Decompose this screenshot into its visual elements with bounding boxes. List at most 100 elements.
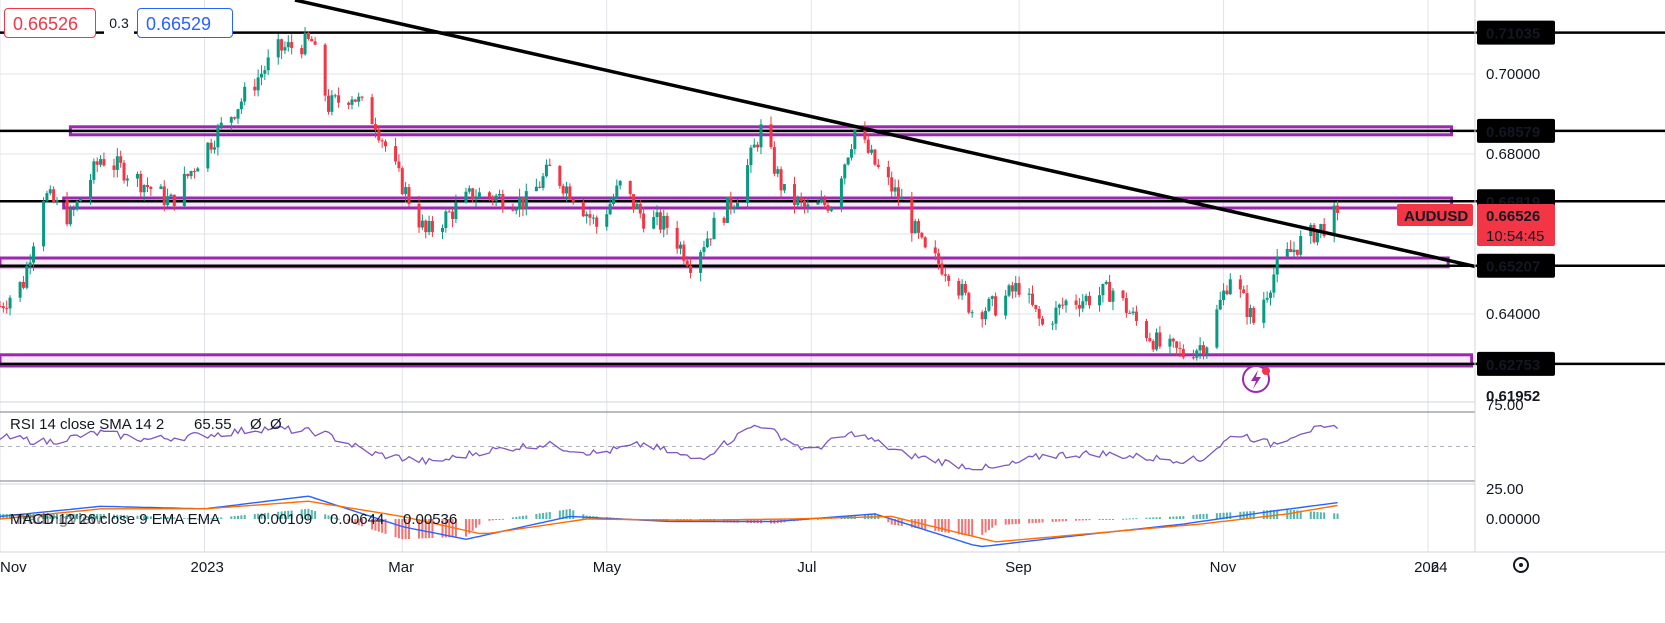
macd-pane: MACD 12 26 close 9 EMA EMA 0.00109 0.00644… xyxy=(0,495,1339,548)
candle-body xyxy=(1034,304,1038,309)
candle-body xyxy=(886,166,890,178)
candle-body xyxy=(159,186,163,189)
candle-body xyxy=(1332,205,1336,236)
macd-histogram-bar xyxy=(947,519,950,533)
decorations: TradingView xyxy=(14,365,1529,573)
candle-body xyxy=(1299,236,1303,255)
candle-body xyxy=(263,70,267,74)
macd-histogram-bar xyxy=(981,519,984,535)
candle-body xyxy=(725,196,729,223)
candle-body xyxy=(638,203,642,214)
macd-histogram-bar xyxy=(1132,518,1135,520)
candle-body xyxy=(1171,338,1175,342)
candle-body xyxy=(122,162,126,181)
macd-histogram-bar xyxy=(237,515,240,519)
lightning-alert-icon xyxy=(1242,365,1270,393)
candle-body xyxy=(162,186,166,206)
candle-body xyxy=(454,202,458,220)
candle-body xyxy=(300,48,304,55)
macd-histogram-bar xyxy=(1319,512,1322,519)
candle-body xyxy=(494,195,498,201)
candle-body xyxy=(980,312,984,320)
candle-body xyxy=(994,296,998,316)
macd-histogram-bar xyxy=(441,519,444,538)
candle-body xyxy=(1181,348,1185,358)
macd-histogram-bar xyxy=(991,519,994,528)
macd-histogram-bar xyxy=(287,510,290,519)
candle-body xyxy=(1289,248,1293,253)
macd-histogram-bar xyxy=(471,519,474,531)
macd-histogram-bar xyxy=(448,519,451,538)
candle-body xyxy=(541,176,545,188)
candle-body xyxy=(1031,293,1034,305)
candle-body xyxy=(709,238,713,240)
macd-histogram-bar xyxy=(1333,513,1336,519)
candle-body xyxy=(1134,311,1138,322)
candle-body xyxy=(1151,341,1155,350)
macd-histogram-bar xyxy=(206,518,209,520)
price-tag-countdown: 10:54:45 xyxy=(1486,228,1544,245)
candle-body xyxy=(115,156,119,170)
candle-body xyxy=(1124,298,1128,313)
candle-body xyxy=(642,213,646,229)
macd-histogram-bar xyxy=(1202,513,1205,519)
bid-price-box[interactable]: 0.66526 xyxy=(4,8,96,38)
macd-histogram-bar xyxy=(139,515,142,519)
macd-histogram-bar xyxy=(243,515,246,519)
symbol-name: AUDUSD xyxy=(1404,208,1468,225)
macd-histogram-bar xyxy=(545,512,548,519)
ask-price-box[interactable]: 0.66529 xyxy=(137,8,233,38)
candle-body xyxy=(759,124,763,148)
macd-legend-hist: 0.00109 xyxy=(258,511,312,528)
candle-body xyxy=(806,204,810,207)
candle-body xyxy=(32,246,36,263)
candle-body xyxy=(585,214,589,217)
level-label-text: 0.71035 xyxy=(1486,26,1540,43)
candle-body xyxy=(72,209,76,211)
candle-body xyxy=(534,186,538,192)
macd-histogram-bar xyxy=(146,516,149,519)
macd-histogram-bar xyxy=(304,509,307,519)
candle-body xyxy=(487,192,491,198)
macd-histogram-bar xyxy=(421,519,424,539)
candle-body xyxy=(306,32,310,39)
candle-body xyxy=(236,109,240,119)
candle-body xyxy=(913,221,917,234)
candle-body xyxy=(967,292,971,313)
candle-body xyxy=(384,141,388,147)
candle-body xyxy=(558,166,562,186)
gear-ring xyxy=(1513,557,1529,573)
macd-histogram-bar xyxy=(431,519,434,539)
price-tag-value: 0.66526 xyxy=(1486,208,1540,225)
macd-histogram-bar xyxy=(89,513,92,519)
candle-body xyxy=(283,47,287,51)
time-axis-label: 2023 xyxy=(190,559,223,576)
price-axis[interactable]: 0.700000.680000.640000.710350.685790.668… xyxy=(1397,20,1555,528)
candle-body xyxy=(149,186,153,189)
macd-histogram-bar xyxy=(971,519,974,537)
candle-body xyxy=(538,186,542,188)
macd-histogram-bar xyxy=(1179,516,1181,519)
candle-body xyxy=(135,173,139,179)
macd-histogram-bar xyxy=(347,519,350,522)
candle-body xyxy=(923,237,927,248)
candle-body xyxy=(853,129,857,150)
macd-histogram-bar xyxy=(1122,518,1125,520)
macd-histogram-bar xyxy=(418,519,421,539)
macd-histogram-bar xyxy=(515,516,518,519)
candle-body xyxy=(829,207,833,211)
level-label-bottom: 0.61952 xyxy=(1486,388,1540,405)
candle-body xyxy=(595,217,599,227)
macd-histogram-bar xyxy=(190,518,193,520)
candle-body xyxy=(987,298,991,311)
candle-body xyxy=(679,244,683,249)
macd-histogram-bar xyxy=(957,519,960,535)
macd-histogram-bar xyxy=(1316,511,1319,519)
macd-histogram-bar xyxy=(568,509,571,519)
candle-body xyxy=(518,197,522,210)
macd-histogram-bar xyxy=(102,514,105,519)
macd-histogram-bar xyxy=(337,518,340,520)
macd-histogram-bar xyxy=(1222,512,1225,519)
